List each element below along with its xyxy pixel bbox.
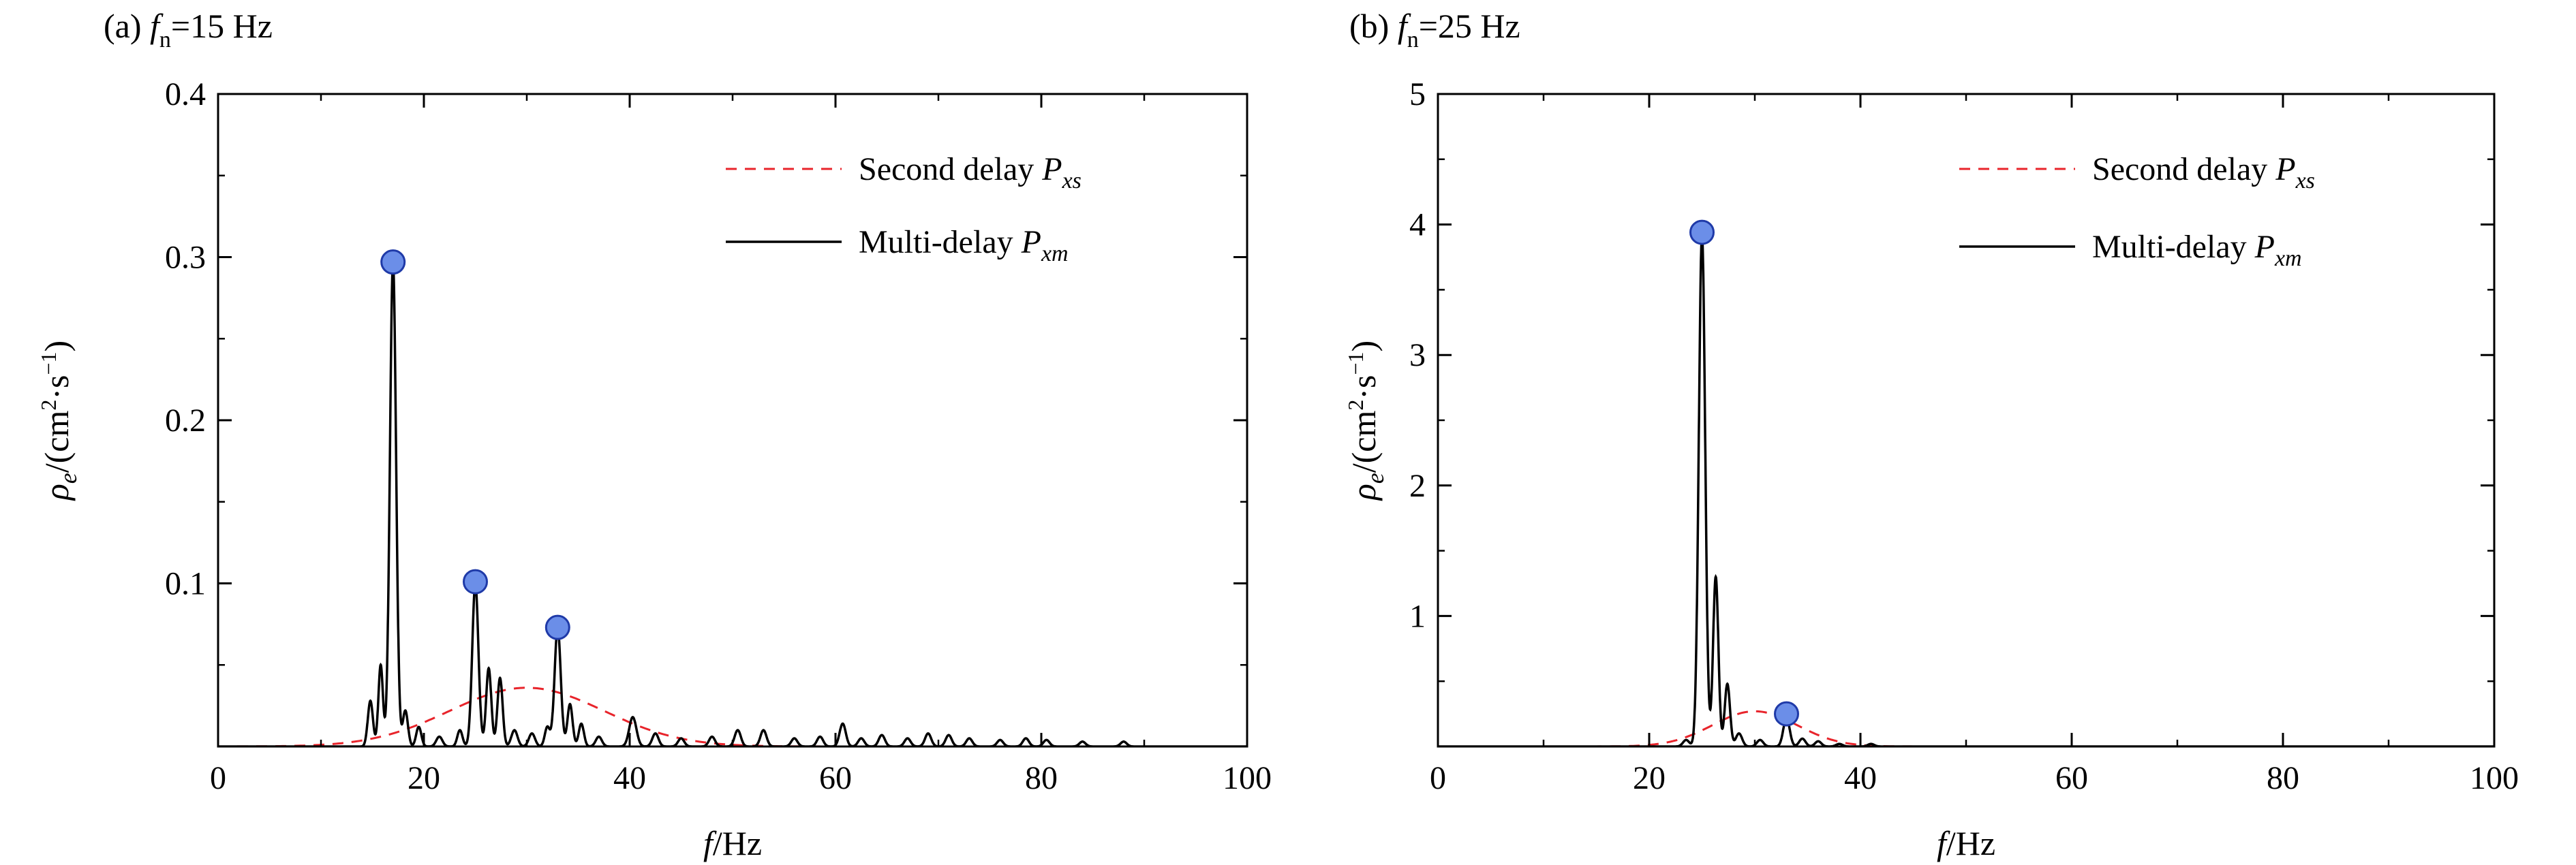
panel-b-legend-subscript-2: xm <box>2274 246 2302 271</box>
panel-b-title-tag: (b) <box>1349 7 1398 45</box>
panel-a-legend-subscript-1: xs <box>1062 168 1082 193</box>
panel-b-y-tick-label: 4 <box>1409 207 1426 243</box>
panel-a-legend-label-1: Second delay Pxs <box>859 151 1082 193</box>
panel-a-title-subscript: n <box>159 27 171 52</box>
panel-b-legend-label-2: Multi-delay Pxm <box>2092 229 2302 271</box>
panel-a-y-label-sup1: 2 <box>36 400 61 411</box>
panel-a-plot-frame <box>217 93 1248 748</box>
panel-b-x-tick-label: 100 <box>2470 760 2519 796</box>
panel-b-plot-frame <box>1437 93 2496 748</box>
panel-a-x-tick-label: 40 <box>613 760 646 796</box>
panel-a-y-label-unit: /(cm <box>37 411 76 473</box>
panel-a-legend-symbol-2: P <box>1021 224 1041 260</box>
panel-b-y-label-sup2: −1 <box>1343 351 1368 375</box>
panel-b-title-rest: =25 Hz <box>1419 7 1520 45</box>
panel-b-peak-marker-1 <box>1689 219 1715 245</box>
panel-a-series-multi-delay <box>218 262 1247 746</box>
panel-a-y-label-rho: ρ <box>37 484 76 501</box>
panel-a-title-tag: (a) <box>104 7 150 45</box>
panel-a-legend-text-2: Multi-delay <box>859 224 1022 260</box>
panel-b-legend-text-1: Second delay <box>2092 151 2275 187</box>
panel-b-series-multi-delay <box>1438 233 2494 746</box>
panel-a-y-label-close: ) <box>37 341 76 352</box>
panel-b-legend-symbol-1: P <box>2275 151 2295 187</box>
panel-b-y-label-sup1: 2 <box>1343 400 1368 411</box>
panel-b-x-tick-label: 40 <box>1844 760 1877 796</box>
panel-b-y-tick-label: 2 <box>1409 468 1426 504</box>
panel-b-y-label-rho: ρ <box>1345 484 1383 501</box>
panel-a-title-rest: =15 Hz <box>171 7 273 45</box>
panel-b-legend-subscript-1: xs <box>2295 168 2315 193</box>
panel-a-y-label-sub: e <box>55 473 82 484</box>
panel-b-title: (b) fn=25 Hz <box>1349 7 1520 52</box>
panel-b-y-label-unit: /(cm <box>1345 411 1383 473</box>
panel-a-x-tick-label: 0 <box>210 760 226 796</box>
panel-b-y-axis-label: ρe/(cm2·s−1) <box>1343 341 1389 501</box>
panel-a-series-second-delay <box>218 687 1247 746</box>
panel-b-y-tick-label: 3 <box>1409 337 1426 373</box>
panel-a-y-tick-label: 0.4 <box>165 76 206 112</box>
panel-a-peak-marker-3 <box>545 614 570 640</box>
panel-b-x-axis-label-unit: /Hz <box>1946 824 1995 862</box>
panel-a-x-axis-label-unit: /Hz <box>713 824 762 862</box>
panel-a-x-tick-label: 20 <box>408 760 440 796</box>
panel-a-x-tick-label: 60 <box>819 760 852 796</box>
panel-a-y-tick-label: 0.1 <box>165 566 206 602</box>
panel-a-y-axis-label: ρe/(cm2·s−1) <box>36 341 82 501</box>
panel-b-y-tick-label: 1 <box>1409 598 1426 634</box>
panel-a-title: (a) fn=15 Hz <box>104 7 273 52</box>
panel-a-legend-subscript-2: xm <box>1041 241 1069 266</box>
panel-a: 0 20 40 60 80 100 0.1 0.2 0.3 0.4 (a) fn=15 Hz f/Hz… <box>36 7 1272 862</box>
panel-a-x-axis-label: f/Hz <box>703 824 762 862</box>
panel-a-legend-label-2: Multi-delay Pxm <box>859 224 1069 266</box>
panel-b-x-tick-label: 60 <box>2055 760 2088 796</box>
panel-b-y-label-close: ) <box>1345 341 1383 352</box>
panel-a-legend-symbol-1: P <box>1041 151 1062 187</box>
panel-b-y-label-sub: e <box>1362 473 1389 484</box>
panel-a-peak-marker-2 <box>463 569 488 595</box>
panel-b-title-subscript: n <box>1407 27 1419 52</box>
panel-a-y-label-sup2: −1 <box>36 351 61 375</box>
panel-b-peak-marker-2 <box>1774 701 1799 727</box>
panel-a-y-tick-label: 0.2 <box>165 403 206 439</box>
panel-a-legend-text-1: Second delay <box>859 151 1042 187</box>
panel-a-y-label-unit2: ·s <box>37 375 76 399</box>
panel-b-legend-text-2: Multi-delay <box>2092 229 2255 265</box>
panel-b-legend-symbol-2: P <box>2254 229 2275 265</box>
panel-b-x-axis-label: f/Hz <box>1937 824 1995 862</box>
panel-b-x-tick-label: 20 <box>1633 760 1666 796</box>
panel-a-y-tick-label: 0.3 <box>165 240 206 276</box>
panel-a-x-tick-label: 80 <box>1025 760 1058 796</box>
panel-b-legend-label-1: Second delay Pxs <box>2092 151 2315 193</box>
panel-b-y-label-unit2: ·s <box>1345 375 1383 399</box>
panel-b-x-tick-label: 0 <box>1430 760 1446 796</box>
panel-a-x-tick-label: 100 <box>1223 760 1272 796</box>
panel-b-x-tick-label: 80 <box>2267 760 2299 796</box>
panel-b-y-tick-label: 5 <box>1409 76 1426 112</box>
panel-a-peak-marker-1 <box>380 249 406 275</box>
